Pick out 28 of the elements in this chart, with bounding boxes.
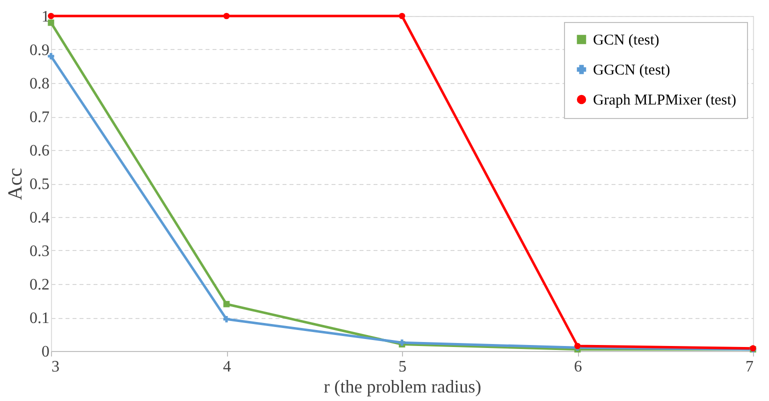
x-tick-label: 7: [746, 358, 754, 376]
x-axis-title: r (the problem radius): [324, 376, 482, 396]
y-tick-label: 0.1: [30, 310, 50, 327]
point: [48, 12, 54, 20]
y-tick-label: 0.8: [30, 76, 50, 92]
x-tick-label: 3: [52, 358, 60, 376]
y-tick-label: 0.5: [30, 176, 50, 193]
point: [223, 12, 230, 20]
point: [48, 53, 54, 60]
point: [223, 316, 230, 322]
point: [223, 300, 230, 308]
point: [48, 20, 54, 26]
y-tick-label: 0.9: [30, 42, 50, 59]
y-tick-label: 0: [42, 344, 50, 360]
legend-label: GCN (test): [593, 32, 660, 48]
x-tick-label: 4: [223, 358, 231, 376]
point: [398, 12, 406, 20]
y-tick-label: 0.3: [30, 243, 50, 260]
x-tick-label: 5: [398, 358, 406, 376]
y-tick-label: 0.4: [30, 210, 50, 226]
y-tick-label: 0.2: [30, 276, 50, 294]
y-tick-label: 0.6: [30, 142, 50, 160]
y-tick-label: 0.7: [30, 109, 50, 126]
legend-label: Graph MLPMixer (test): [593, 92, 736, 108]
x-tick-label: 6: [574, 358, 582, 376]
y-tick-label: 1: [42, 8, 50, 26]
legend-label: GGCN (test): [593, 62, 670, 78]
y-axis-title: Acc: [4, 168, 26, 200]
